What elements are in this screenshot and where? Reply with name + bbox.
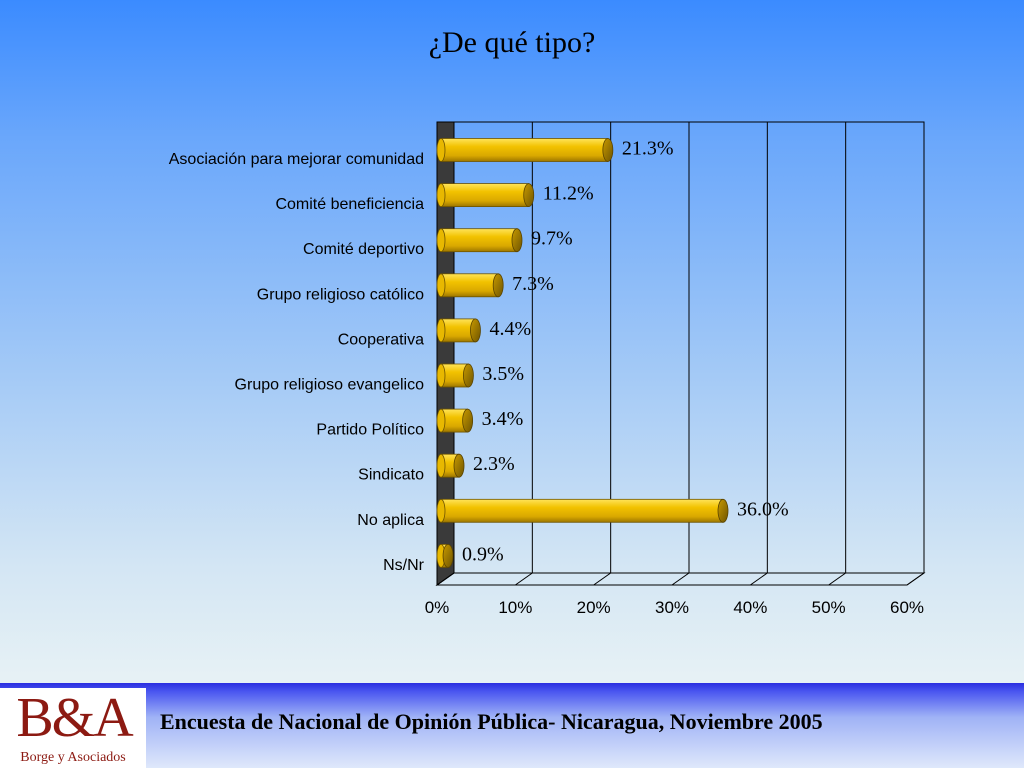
bar-end-cap	[717, 498, 729, 523]
category-label: Asociación para mejorar comunidad	[169, 151, 424, 168]
x-tick-label: 40%	[733, 598, 767, 617]
bar-chart: Asociación para mejorar comunidad Comité …	[169, 121, 926, 617]
bar-end-cap	[511, 228, 523, 253]
data-label: 9.7%	[531, 228, 573, 250]
data-label: 4.4%	[489, 318, 531, 340]
bar	[436, 183, 535, 208]
data-label: 3.5%	[482, 363, 524, 385]
bar-end-cap	[463, 363, 474, 388]
floor-gridline	[436, 572, 455, 586]
data-label: 3.4%	[482, 408, 524, 430]
bar	[436, 408, 474, 433]
bar-body	[440, 138, 609, 162]
data-labels: 21.3% 11.2% 9.7% 7.3% 4.4% 3.5% 3.4% 2.3% 36.0% 0…	[462, 138, 789, 566]
slide-title: ¿De qué tipo?	[428, 26, 596, 59]
bar	[436, 453, 465, 478]
x-tick-label: 0%	[425, 598, 450, 617]
bar	[436, 138, 614, 162]
bar-start-cap	[436, 138, 446, 162]
floor-gridline	[750, 572, 768, 586]
bar-end-cap	[442, 544, 454, 568]
bar-end-cap	[462, 408, 474, 433]
bar-start-cap	[436, 453, 446, 478]
bar	[436, 273, 504, 298]
bar	[436, 498, 729, 523]
data-label: 0.9%	[462, 543, 504, 565]
category-label: Partido Político	[316, 422, 424, 439]
bar-start-cap	[436, 363, 446, 388]
gridlines	[436, 122, 925, 586]
x-tick-labels: 0% 10% 20% 30% 40% 50% 60%	[425, 598, 924, 617]
footer-band	[0, 683, 1024, 768]
bar-start-cap	[436, 318, 446, 343]
data-label: 2.3%	[473, 453, 515, 475]
bar-end-cap	[470, 318, 481, 343]
bar-start-cap	[436, 408, 446, 433]
bar-body	[440, 228, 518, 253]
floor-gridline	[671, 572, 690, 586]
logo-mark: B&A	[16, 687, 133, 749]
category-label: Sindicato	[358, 467, 424, 484]
category-label: Comité beneficiencia	[275, 196, 424, 213]
bar-start-cap	[436, 228, 446, 253]
data-label: 11.2%	[543, 183, 594, 205]
floor-gridline	[593, 572, 611, 586]
x-tick-label: 60%	[890, 598, 924, 617]
bar-start-cap	[436, 498, 446, 523]
floor-gridline	[906, 572, 925, 586]
x-tick-label: 30%	[655, 598, 689, 617]
bar	[436, 228, 523, 253]
floor-gridline	[515, 572, 533, 586]
bars	[436, 138, 729, 568]
category-label: Ns/Nr	[383, 557, 425, 574]
logo-text: Borge y Asociados	[20, 750, 126, 765]
bar-body	[440, 498, 724, 523]
data-label: 36.0%	[737, 498, 789, 520]
bar-end-cap	[492, 273, 504, 298]
category-label: No aplica	[357, 512, 424, 529]
x-tick-label: 10%	[498, 598, 532, 617]
x-tick-label: 50%	[812, 598, 846, 617]
x-tick-label: 20%	[577, 598, 611, 617]
bar	[436, 318, 481, 343]
bar	[436, 363, 474, 388]
bar-body	[440, 273, 499, 298]
category-label: Grupo religioso evangelico	[235, 377, 425, 394]
bar-start-cap	[436, 183, 446, 208]
bar-start-cap	[436, 273, 446, 298]
footer-text: Encuesta de Nacional de Opinión Pública-…	[160, 709, 823, 734]
category-label: Comité deportivo	[303, 241, 424, 258]
category-labels: Asociación para mejorar comunidad Comité …	[169, 151, 425, 574]
category-label: Cooperativa	[338, 331, 424, 348]
bar-end-cap	[453, 453, 465, 478]
bar-end-cap	[523, 183, 535, 208]
data-label: 7.3%	[512, 273, 554, 295]
logo: B&A Borge y Asociados	[0, 687, 146, 768]
bar-body	[440, 183, 530, 208]
bar	[436, 544, 454, 568]
category-label: Grupo religioso católico	[257, 286, 424, 303]
bar-end-cap	[602, 138, 614, 162]
floor-gridline	[828, 572, 846, 586]
data-label: 21.3%	[622, 138, 674, 160]
